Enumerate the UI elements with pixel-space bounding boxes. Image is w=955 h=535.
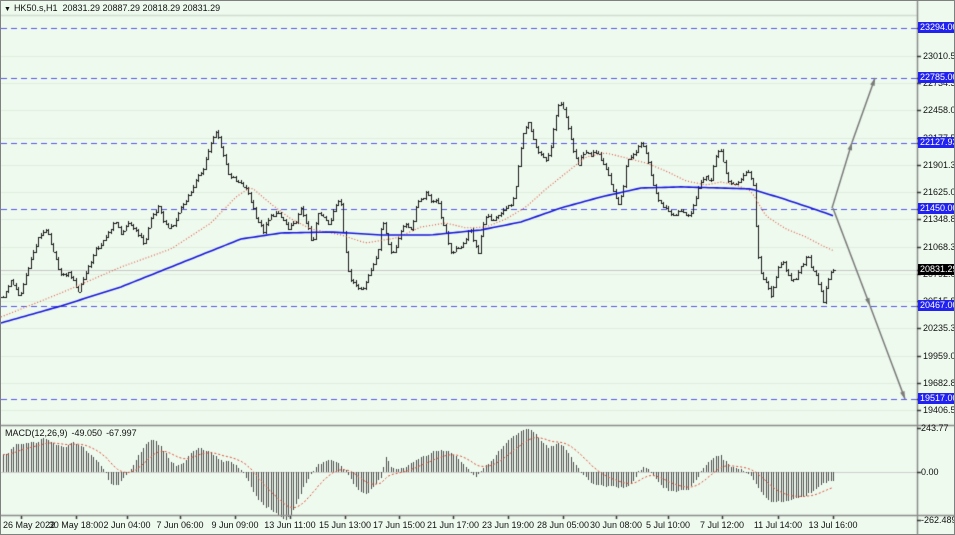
time-axis-label: 21 Jun 17:00 (426, 520, 480, 530)
time-axis-label: 9 Jun 09:00 (211, 520, 259, 530)
macd-axis-tick: 243.77 (921, 422, 949, 433)
macd-info-line: MACD(12,26,9) -49.050 -67.997 (5, 428, 141, 438)
price-level-label: 20467.00 (918, 299, 955, 311)
time-axis-label: 7 Jul 12:00 (699, 520, 745, 530)
price-axis-tick: 23010.55 (923, 50, 954, 61)
price-level-label: 21450.00 (918, 203, 955, 215)
price-axis-tick: 21068.30 (923, 241, 954, 252)
price-axis-tick: 19959.05 (923, 350, 954, 361)
current-price-label: 20831.29 (918, 263, 955, 275)
price-axis-tick: 20235.30 (923, 323, 954, 334)
price-axis-tick: 21348.80 (923, 214, 954, 225)
macd-main-value: -49.050 (71, 428, 103, 438)
macd-signal-value: -67.997 (106, 428, 137, 438)
tick-direction-icon: ▼ (4, 6, 11, 13)
time-axis-label: 26 May 2022 (3, 520, 56, 530)
time-axis-label: 23 Jun 19:00 (481, 520, 535, 530)
macd-axis-tick: -262.489 (921, 514, 955, 525)
time-axis-label: 13 Jul 16:00 (808, 520, 858, 530)
time-axis-label: 28 Jun 05:00 (536, 520, 590, 530)
time-axis-label: 17 Jun 15:00 (372, 520, 426, 530)
time-axis-label: 7 Jun 06:00 (156, 520, 204, 530)
price-axis-tick: 21625.05 (923, 186, 954, 197)
price-level-label: 19517.00 (918, 393, 955, 404)
ohlc-values: 20831.29 20887.29 20818.29 20831.29 (62, 3, 221, 13)
time-axis-label: 5 Jul 10:00 (645, 520, 691, 530)
ohlc-info-line: ▼ HK50.s,H1 20831.29 20887.29 20818.29 20… (4, 3, 220, 13)
time-axis-label: 13 Jun 11:00 (264, 520, 316, 530)
macd-indicator-label: MACD(12,26,9) (5, 428, 68, 438)
price-level-label: 22785.00 (918, 71, 955, 83)
time-axis-label: 15 Jun 13:00 (318, 520, 372, 530)
price-level-label: 22127.93 (918, 136, 955, 148)
time-axis-label: 2 Jun 04:00 (103, 520, 151, 530)
macd-axis-tick: 0.00 (921, 467, 939, 478)
price-axis-tick: 19682.80 (923, 377, 954, 388)
price-axis-tick: 19406.55 (923, 404, 954, 415)
time-axis-label: 30 Jun 08:00 (589, 520, 643, 530)
time-axis-label: 30 May 18:00 (48, 520, 104, 530)
symbol-period-label: HK50.s,H1 (13, 3, 58, 13)
time-axis-label: 11 Jul 14:00 (753, 520, 803, 530)
price-axis-tick: 21901.30 (923, 159, 954, 170)
price-axis-tick: 22458.05 (923, 105, 954, 116)
price-level-label: 23294.00 (918, 21, 955, 33)
